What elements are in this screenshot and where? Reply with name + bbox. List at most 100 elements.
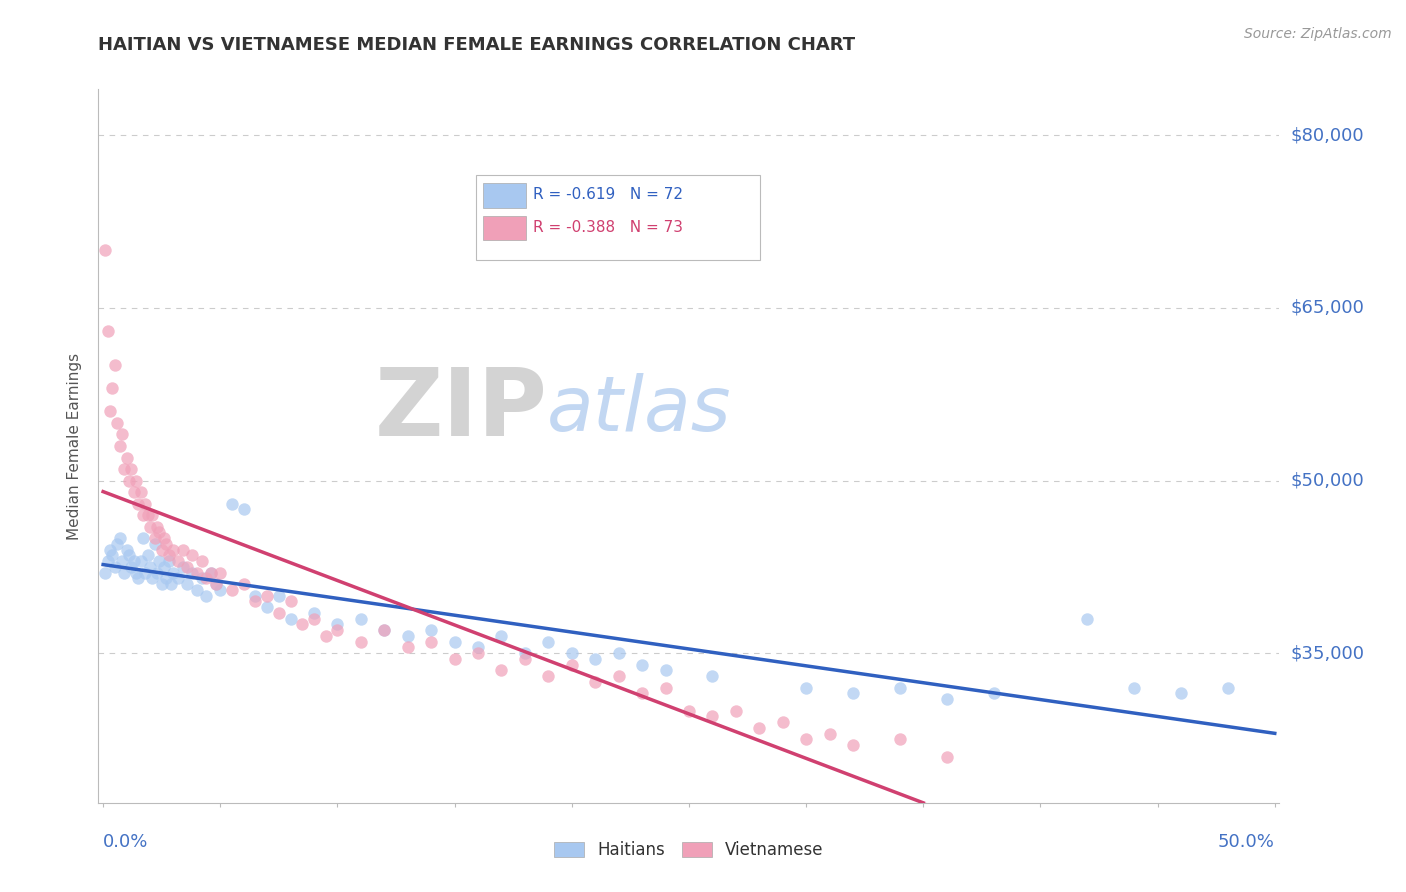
Point xyxy=(141,508,163,522)
Point xyxy=(315,629,337,643)
Point xyxy=(302,612,325,626)
Point xyxy=(256,589,278,603)
Point xyxy=(155,571,177,585)
Point xyxy=(146,566,169,580)
Point xyxy=(654,681,676,695)
Point xyxy=(889,732,911,747)
Point xyxy=(935,692,957,706)
Point xyxy=(143,537,166,551)
Point xyxy=(280,594,302,608)
Point xyxy=(176,577,198,591)
Point xyxy=(127,571,149,585)
FancyBboxPatch shape xyxy=(477,175,759,260)
Point xyxy=(120,462,142,476)
Point xyxy=(537,669,560,683)
Text: $50,000: $50,000 xyxy=(1291,472,1364,490)
Point xyxy=(120,559,142,574)
Point xyxy=(204,577,226,591)
Point xyxy=(889,681,911,695)
Point xyxy=(537,634,560,648)
Point xyxy=(139,519,162,533)
Point xyxy=(1170,686,1192,700)
Point xyxy=(136,549,159,563)
Point xyxy=(186,566,208,580)
Point xyxy=(105,537,128,551)
Point xyxy=(136,508,159,522)
Point xyxy=(794,732,817,747)
Text: atlas: atlas xyxy=(547,374,731,447)
Point xyxy=(186,582,208,597)
Point xyxy=(115,542,138,557)
Point xyxy=(111,427,134,442)
Point xyxy=(167,571,190,585)
Point xyxy=(134,566,156,580)
Point xyxy=(583,675,606,690)
Point xyxy=(108,531,131,545)
Point xyxy=(491,664,513,678)
Point xyxy=(1076,612,1098,626)
Point xyxy=(467,640,489,655)
Point xyxy=(157,549,180,563)
Point xyxy=(267,606,290,620)
Point xyxy=(443,652,465,666)
FancyBboxPatch shape xyxy=(484,216,526,241)
Text: ZIP: ZIP xyxy=(374,364,547,457)
Point xyxy=(702,709,724,723)
Point xyxy=(561,657,583,672)
Point xyxy=(101,381,124,395)
Point xyxy=(150,542,173,557)
Point xyxy=(195,589,218,603)
Text: HAITIAN VS VIETNAMESE MEDIAN FEMALE EARNINGS CORRELATION CHART: HAITIAN VS VIETNAMESE MEDIAN FEMALE EARN… xyxy=(98,36,855,54)
Point xyxy=(105,416,128,430)
Point xyxy=(172,542,194,557)
Text: $80,000: $80,000 xyxy=(1291,127,1364,145)
Legend: Haitians, Vietnamese: Haitians, Vietnamese xyxy=(547,835,831,866)
Text: R = -0.388   N = 73: R = -0.388 N = 73 xyxy=(533,220,683,235)
Point xyxy=(125,474,148,488)
Point xyxy=(129,554,152,568)
Point xyxy=(153,559,176,574)
Point xyxy=(190,554,212,568)
Point xyxy=(129,485,152,500)
Point xyxy=(162,566,184,580)
Text: Source: ZipAtlas.com: Source: ZipAtlas.com xyxy=(1244,27,1392,41)
Point xyxy=(491,629,513,643)
Point xyxy=(134,497,156,511)
Point xyxy=(842,738,865,752)
Y-axis label: Median Female Earnings: Median Female Earnings xyxy=(67,352,83,540)
Point xyxy=(112,566,135,580)
Point xyxy=(607,646,630,660)
Point xyxy=(127,497,149,511)
Point xyxy=(153,531,176,545)
Point xyxy=(146,519,169,533)
Point xyxy=(748,721,770,735)
Point xyxy=(513,652,536,666)
Point xyxy=(1216,681,1239,695)
Point xyxy=(181,549,204,563)
Point xyxy=(373,623,395,637)
Point xyxy=(97,324,120,338)
Point xyxy=(132,531,155,545)
Point xyxy=(842,686,865,700)
Point xyxy=(443,634,465,648)
Point xyxy=(139,559,162,574)
FancyBboxPatch shape xyxy=(484,184,526,208)
Point xyxy=(160,577,183,591)
Text: R = -0.619   N = 72: R = -0.619 N = 72 xyxy=(533,187,683,202)
Point xyxy=(141,571,163,585)
Point xyxy=(983,686,1005,700)
Point xyxy=(101,549,124,563)
Point xyxy=(162,542,184,557)
Point xyxy=(122,554,145,568)
Point xyxy=(607,669,630,683)
Point xyxy=(245,589,267,603)
Point xyxy=(513,646,536,660)
Point xyxy=(148,554,170,568)
Point xyxy=(724,704,747,718)
Point xyxy=(326,617,349,632)
Point xyxy=(631,657,654,672)
Point xyxy=(181,566,204,580)
Point xyxy=(98,542,121,557)
Point xyxy=(94,244,117,258)
Point xyxy=(256,600,278,615)
